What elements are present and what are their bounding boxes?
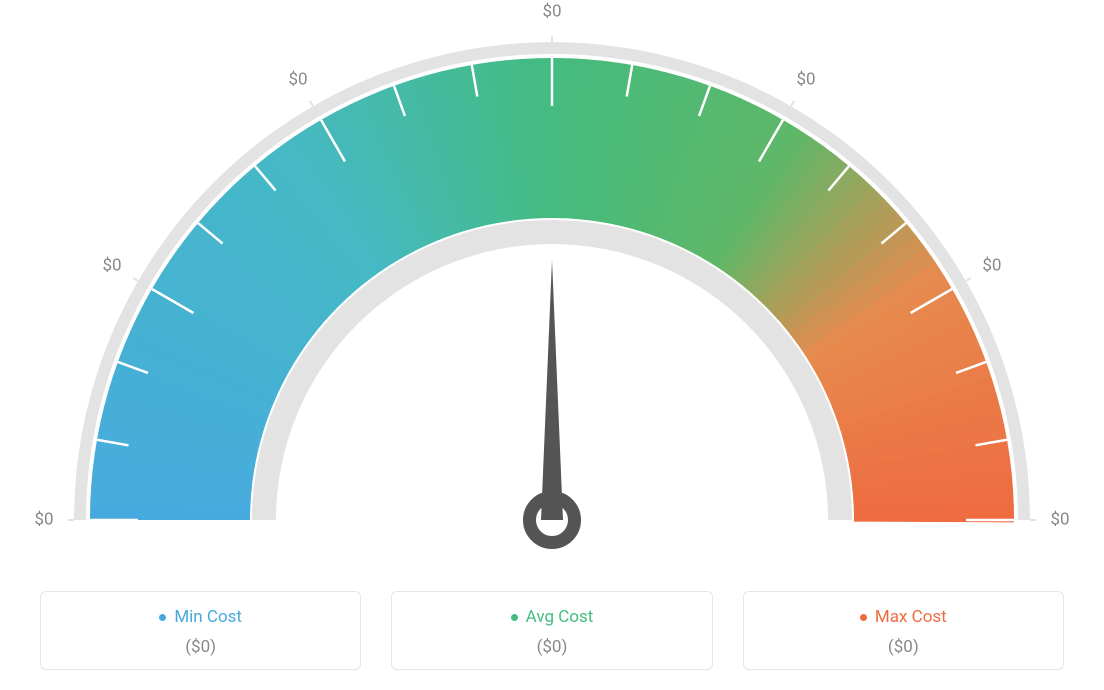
legend-value-min: ($0) [51, 637, 350, 657]
svg-text:$0: $0 [34, 509, 53, 529]
svg-text:$0: $0 [796, 70, 815, 90]
legend-title-min: Min Cost [159, 607, 242, 627]
legend-dot-min [159, 614, 166, 621]
svg-text:$0: $0 [542, 1, 561, 21]
legend-card-max: Max Cost ($0) [743, 591, 1064, 671]
gauge-chart: $0 $0 $0 $0 $0 $0 $0 [0, 0, 1104, 560]
legend-dot-max [860, 614, 867, 621]
legend-card-avg: Avg Cost ($0) [391, 591, 712, 671]
legend-card-min: Min Cost ($0) [40, 591, 361, 671]
cost-gauge-container: $0 $0 $0 $0 $0 $0 $0 Min Cost ($0) Avg Cost ($… [0, 0, 1104, 690]
legend-label-max: Max Cost [875, 607, 947, 627]
legend-dot-avg [511, 614, 518, 621]
legend-value-avg: ($0) [402, 637, 701, 657]
legend-row: Min Cost ($0) Avg Cost ($0) Max Cost ($0… [40, 591, 1064, 671]
legend-label-avg: Avg Cost [526, 607, 594, 627]
legend-title-avg: Avg Cost [511, 607, 594, 627]
svg-text:$0: $0 [982, 255, 1001, 275]
svg-text:$0: $0 [103, 255, 122, 275]
legend-value-max: ($0) [754, 637, 1053, 657]
svg-text:$0: $0 [1050, 509, 1069, 529]
legend-label-min: Min Cost [174, 607, 242, 627]
legend-title-max: Max Cost [860, 607, 947, 627]
svg-text:$0: $0 [288, 70, 307, 90]
